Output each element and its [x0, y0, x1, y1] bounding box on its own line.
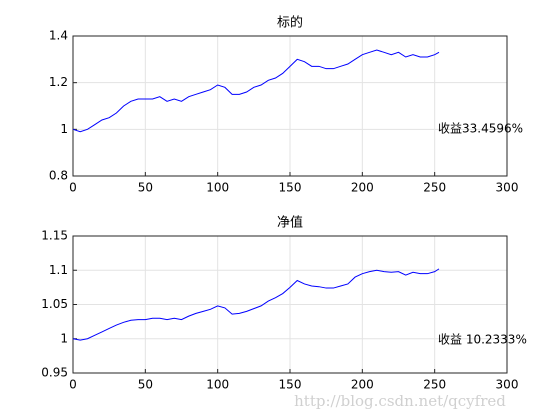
axes-box: [72, 235, 508, 374]
chart-title: 标的: [277, 15, 303, 31]
annotation: 收益33.4596%: [438, 122, 523, 136]
y-tick-label: 0.8: [49, 169, 68, 183]
x-tick-label: 50: [138, 378, 153, 392]
y-tick-label: 1.05: [41, 297, 68, 311]
data-line: [72, 268, 440, 341]
y-tick-label: 1: [60, 122, 68, 136]
x-tick-label: 50: [138, 181, 153, 195]
x-tick-label: 100: [206, 181, 229, 195]
y-tick-label: 1.15: [41, 229, 68, 243]
x-tick-label: 300: [496, 181, 519, 195]
y-tick-label: 1.4: [49, 29, 68, 43]
y-tick-label: 1.2: [49, 75, 68, 89]
x-tick-label: 300: [496, 378, 519, 392]
x-tick-label: 150: [279, 181, 302, 195]
watermark: http://blog.csdn.net/qcyfred: [294, 392, 506, 410]
x-tick-label: 250: [423, 378, 446, 392]
y-tick-label: 1: [60, 331, 68, 345]
data-line: [72, 49, 440, 133]
annotation: 收益 10.2333%: [438, 333, 527, 347]
axes-box: [72, 35, 508, 177]
x-tick-label: 200: [351, 378, 374, 392]
x-tick-label: 200: [351, 181, 374, 195]
x-tick-label: 0: [69, 378, 77, 392]
x-tick-label: 150: [279, 378, 302, 392]
y-tick-label: 0.95: [41, 366, 68, 380]
chart-title: 净值: [277, 215, 303, 231]
y-tick-label: 1.1: [49, 263, 68, 277]
x-tick-label: 100: [206, 378, 229, 392]
x-tick-label: 250: [423, 181, 446, 195]
x-tick-label: 0: [69, 181, 77, 195]
